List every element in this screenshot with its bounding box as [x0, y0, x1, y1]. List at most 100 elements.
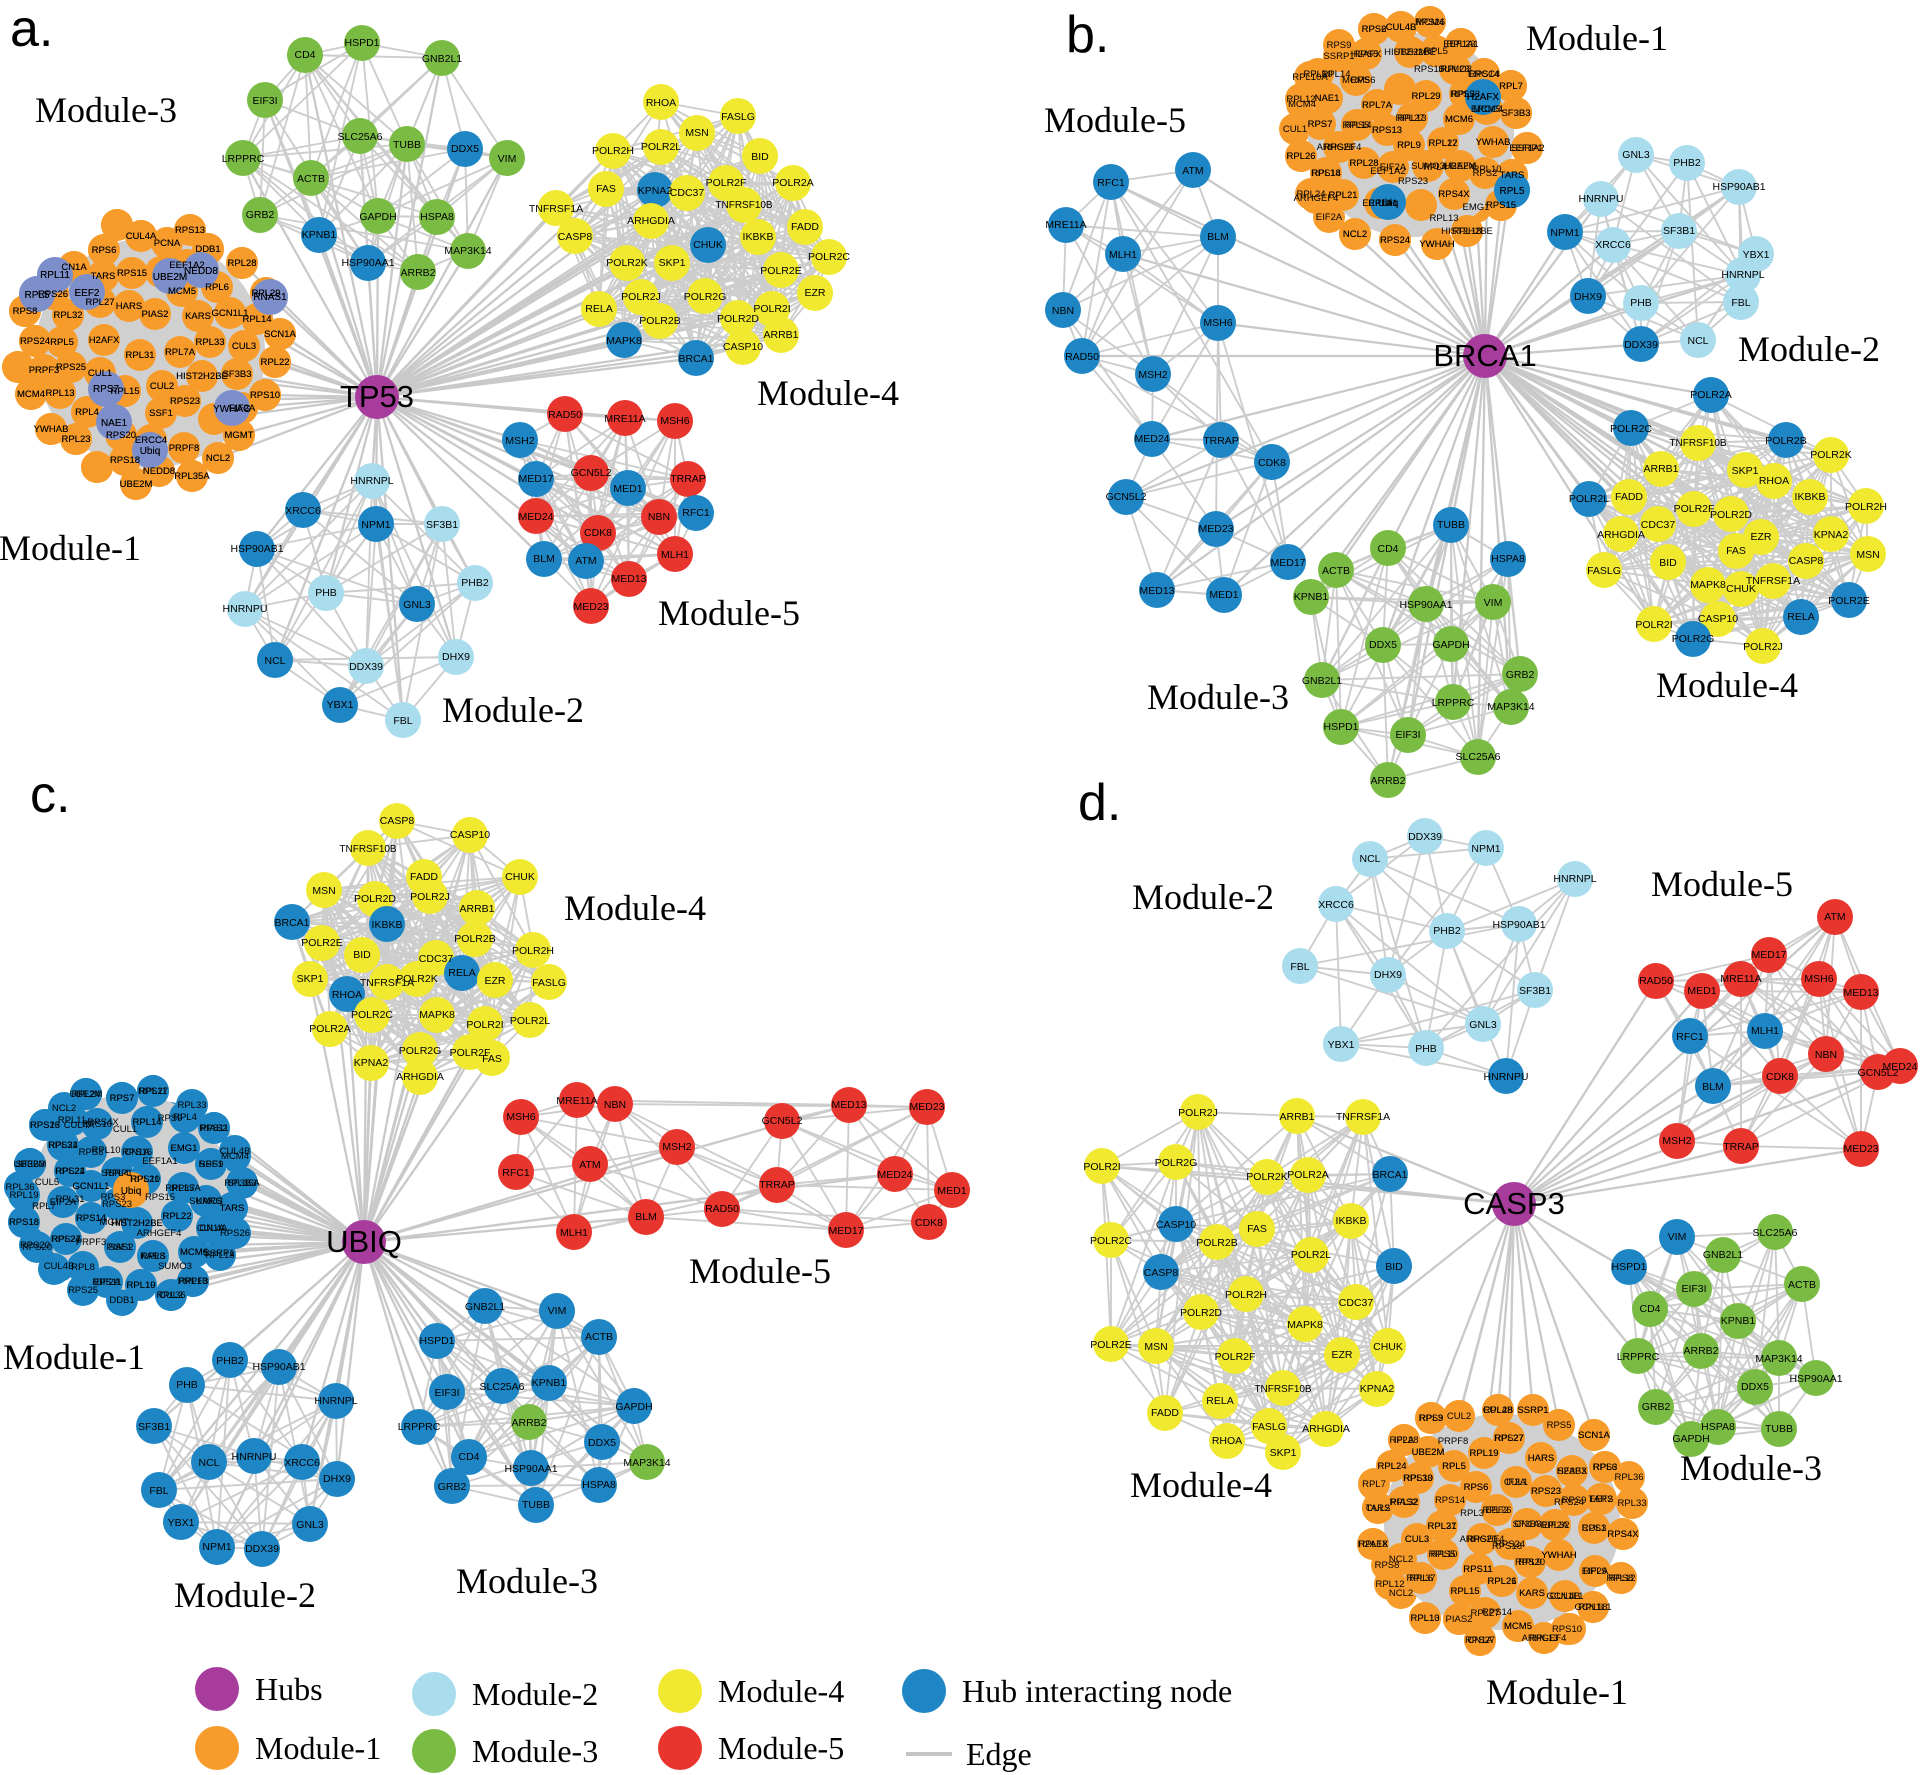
svg-text:RPS9: RPS9: [158, 1113, 183, 1124]
svg-text:MSN: MSN: [1144, 1341, 1167, 1353]
svg-text:POLR2J: POLR2J: [1743, 641, 1783, 653]
svg-text:YWHAH: YWHAH: [1541, 1550, 1577, 1561]
svg-text:POLR2K: POLR2K: [1246, 1171, 1287, 1183]
svg-text:RPL31: RPL31: [125, 350, 154, 361]
svg-text:RPS7: RPS7: [1308, 119, 1333, 130]
svg-text:RAD50: RAD50: [1639, 975, 1673, 987]
svg-text:PHB2: PHB2: [1673, 157, 1701, 169]
svg-text:RPS20: RPS20: [22, 1242, 52, 1253]
svg-text:DDX5: DDX5: [1369, 639, 1397, 651]
svg-text:RPS7: RPS7: [93, 384, 120, 395]
svg-text:RPL5: RPL5: [1499, 186, 1524, 197]
svg-text:IKBKB: IKBKB: [1795, 491, 1826, 503]
svg-text:CD4: CD4: [294, 49, 315, 61]
svg-text:YWHAG: YWHAG: [213, 404, 251, 415]
svg-text:CDC37: CDC37: [1641, 519, 1676, 531]
svg-text:POLR2C: POLR2C: [351, 1009, 393, 1021]
svg-text:RPL9: RPL9: [1518, 1557, 1542, 1568]
svg-text:RPL28: RPL28: [1483, 1405, 1512, 1416]
svg-text:MSN: MSN: [312, 885, 335, 897]
svg-text:YWHAB: YWHAB: [1476, 137, 1511, 148]
svg-text:NCL2: NCL2: [1389, 1554, 1413, 1565]
svg-text:PHB: PHB: [176, 1379, 198, 1391]
svg-text:MED17: MED17: [828, 1225, 863, 1237]
svg-text:SLC25A6: SLC25A6: [480, 1381, 525, 1393]
svg-text:RPL31: RPL31: [125, 350, 154, 361]
svg-text:RPS4X: RPS4X: [87, 1117, 119, 1128]
svg-text:RPL21: RPL21: [130, 1174, 159, 1185]
svg-text:ARRB1: ARRB1: [1279, 1111, 1314, 1123]
svg-text:NBN: NBN: [648, 511, 670, 523]
svg-text:POLR2F: POLR2F: [1674, 503, 1715, 515]
svg-text:RPL3: RPL3: [1419, 1413, 1443, 1424]
svg-text:XRCC6: XRCC6: [1318, 899, 1354, 911]
svg-text:MCM4: MCM4: [221, 1151, 249, 1162]
svg-text:CUL4A: CUL4A: [126, 231, 157, 242]
svg-text:NCL: NCL: [1687, 335, 1708, 347]
svg-text:SUMO3: SUMO3: [1438, 64, 1472, 75]
svg-text:DDB1: DDB1: [109, 1295, 134, 1306]
svg-text:ERCC4: ERCC4: [135, 435, 167, 446]
svg-text:RPL28: RPL28: [1349, 158, 1378, 169]
svg-text:YWHAH: YWHAH: [1419, 239, 1455, 250]
svg-text:NCL: NCL: [198, 1457, 219, 1469]
svg-text:RPS9: RPS9: [1419, 1413, 1444, 1424]
svg-text:RPS14: RPS14: [1435, 1495, 1465, 1506]
svg-text:ATM: ATM: [1824, 911, 1845, 923]
svg-text:RPS16: RPS16: [30, 1120, 60, 1131]
svg-text:MED13: MED13: [611, 573, 646, 585]
svg-text:UBE2M: UBE2M: [1412, 1447, 1445, 1458]
svg-text:DHX9: DHX9: [1574, 291, 1602, 303]
svg-text:RPL24: RPL24: [1377, 1461, 1406, 1472]
svg-text:SKP1: SKP1: [297, 973, 324, 985]
svg-text:CD4: CD4: [458, 1451, 479, 1463]
svg-text:POLR2A: POLR2A: [772, 177, 813, 189]
svg-text:MED13: MED13: [1139, 585, 1174, 597]
svg-text:RPL29: RPL29: [1411, 91, 1440, 102]
svg-text:VIM: VIM: [548, 1305, 567, 1317]
svg-text:POLR2J: POLR2J: [410, 891, 450, 903]
svg-text:YWHAB: YWHAB: [34, 424, 69, 435]
svg-text:PRPF8: PRPF8: [1438, 1436, 1469, 1447]
svg-text:UBE2M: UBE2M: [70, 1089, 103, 1100]
svg-text:KARS: KARS: [185, 311, 211, 322]
svg-text:NCL2: NCL2: [1343, 229, 1367, 240]
svg-text:RPS16: RPS16: [122, 1147, 152, 1158]
svg-text:POLR2E: POLR2E: [1090, 1339, 1131, 1351]
svg-text:RPL21: RPL21: [1328, 190, 1357, 201]
svg-text:MED24: MED24: [1882, 1061, 1917, 1073]
svg-text:ERCC4: ERCC4: [1471, 104, 1503, 115]
svg-text:RPL27: RPL27: [1428, 138, 1457, 149]
svg-text:MRE11A: MRE11A: [1045, 219, 1086, 231]
svg-text:MCM4: MCM4: [17, 389, 45, 400]
svg-text:RPL33: RPL33: [1617, 1498, 1646, 1509]
svg-text:DDX39: DDX39: [1408, 831, 1442, 843]
svg-text:ARRB1: ARRB1: [763, 329, 798, 341]
svg-text:RPL19: RPL19: [1469, 1448, 1498, 1459]
svg-text:HSP90AB1: HSP90AB1: [230, 543, 283, 555]
svg-text:RNAS1: RNAS1: [253, 292, 287, 303]
svg-text:SCN1A: SCN1A: [1578, 1430, 1610, 1441]
svg-text:POLR2A: POLR2A: [1690, 389, 1731, 401]
svg-text:POLR2J: POLR2J: [1178, 1107, 1218, 1119]
svg-text:RPS4X: RPS4X: [1438, 189, 1470, 200]
svg-text:VIM: VIM: [498, 153, 517, 165]
svg-text:SF3B3: SF3B3: [222, 369, 251, 380]
svg-text:Module-5: Module-5: [718, 1730, 844, 1766]
svg-text:RPS15: RPS15: [145, 1192, 175, 1203]
svg-text:RPL5: RPL5: [1442, 1461, 1466, 1472]
svg-text:SCN1A: SCN1A: [264, 329, 296, 340]
svg-text:MCM5: MCM5: [1504, 1621, 1532, 1632]
svg-text:RPL5: RPL5: [1499, 186, 1524, 197]
svg-text:MED24: MED24: [518, 511, 553, 523]
svg-text:b.: b.: [1066, 6, 1109, 64]
svg-text:GNL3: GNL3: [1469, 1019, 1497, 1031]
svg-text:SLC25A6: SLC25A6: [1753, 1227, 1798, 1239]
svg-text:RPL28: RPL28: [227, 258, 256, 269]
svg-text:POLR2A: POLR2A: [1287, 1169, 1328, 1181]
svg-text:Hub interacting node: Hub interacting node: [962, 1673, 1232, 1709]
svg-text:RPL21: RPL21: [1487, 1576, 1516, 1587]
svg-text:d.: d.: [1078, 774, 1121, 832]
svg-text:RPS24: RPS24: [48, 1140, 78, 1151]
svg-text:RPL27: RPL27: [1470, 1608, 1499, 1619]
